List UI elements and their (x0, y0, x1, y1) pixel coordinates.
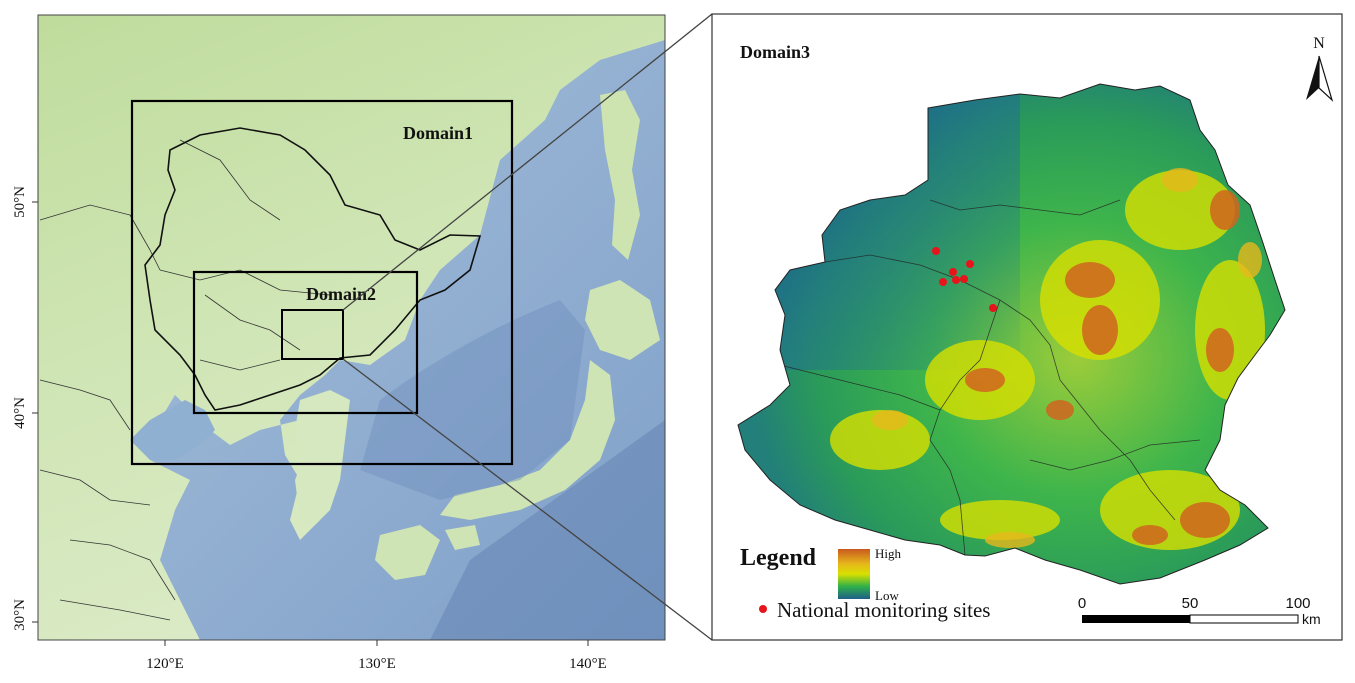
zoom-line-bottom (342, 358, 713, 641)
latitude-ticks: 50°N 40°N 30°N (12, 186, 38, 631)
lon-tick-label: 120°E (146, 656, 184, 672)
legend-title: Legend (740, 545, 817, 571)
scale-bar: 0 50 100 km (1078, 595, 1321, 627)
sakhalin-island (600, 90, 640, 260)
mainland (38, 15, 665, 640)
elevation-low-label: Low (875, 588, 899, 603)
lat-tick-label: 40°N (12, 397, 28, 429)
overview-map-frame (37, 14, 666, 641)
shikoku-island (445, 525, 480, 550)
zoom-line-top (342, 13, 713, 311)
korean-peninsula (295, 390, 350, 525)
scale-unit: km (1302, 611, 1321, 627)
monitoring-sites-label: National monitoring sites (777, 598, 990, 622)
monitoring-site-marker (960, 275, 968, 283)
scale-segment-black (1082, 615, 1190, 623)
northeast-china-boundary (144, 127, 482, 411)
monitoring-site-marker (949, 268, 957, 276)
lon-tick-label: 140°E (569, 656, 607, 672)
scale-tick-label: 100 (1285, 595, 1310, 612)
monitoring-site-marker (939, 278, 947, 286)
sea-of-japan-deep (360, 300, 585, 500)
north-arrow-icon (1306, 56, 1319, 100)
lat-tick-label: 50°N (12, 186, 28, 218)
legend: Legend High Low National monitoring site… (740, 545, 990, 622)
bohai-sea (130, 400, 215, 460)
kyushu-island (375, 525, 440, 580)
domain1-box (130, 99, 514, 466)
scale-tick-label: 0 (1078, 595, 1086, 612)
north-label: N (1313, 35, 1325, 52)
monitoring-site-marker (932, 247, 940, 255)
north-arrow: N (1306, 35, 1334, 102)
domain3-box (281, 309, 344, 360)
domain2-label: Domain2 (306, 284, 376, 304)
monitoring-site-marker (989, 304, 997, 312)
monitoring-sites (932, 247, 997, 312)
domain1-label: Domain1 (403, 123, 473, 143)
elevation-colorbar (838, 549, 870, 599)
longitude-ticks: 120°E 130°E 140°E (146, 640, 607, 672)
hokkaido-island (585, 280, 660, 360)
honshu-island (440, 360, 615, 520)
scale-segment-white (1189, 614, 1299, 624)
lat-tick-label: 30°N (12, 599, 28, 631)
lon-tick-label: 130°E (358, 656, 396, 672)
monitoring-site-legend-icon (759, 605, 767, 613)
monitoring-site-marker (966, 260, 974, 268)
scale-tick-label: 50 (1182, 595, 1199, 612)
province-boundaries (39, 139, 331, 621)
elevation-high-label: High (875, 546, 902, 561)
pacific-deep (430, 420, 665, 640)
domain2-box (192, 270, 419, 415)
monitoring-site-marker (952, 276, 960, 284)
domain3-label: Domain3 (740, 42, 810, 62)
overview-map (38, 15, 665, 640)
